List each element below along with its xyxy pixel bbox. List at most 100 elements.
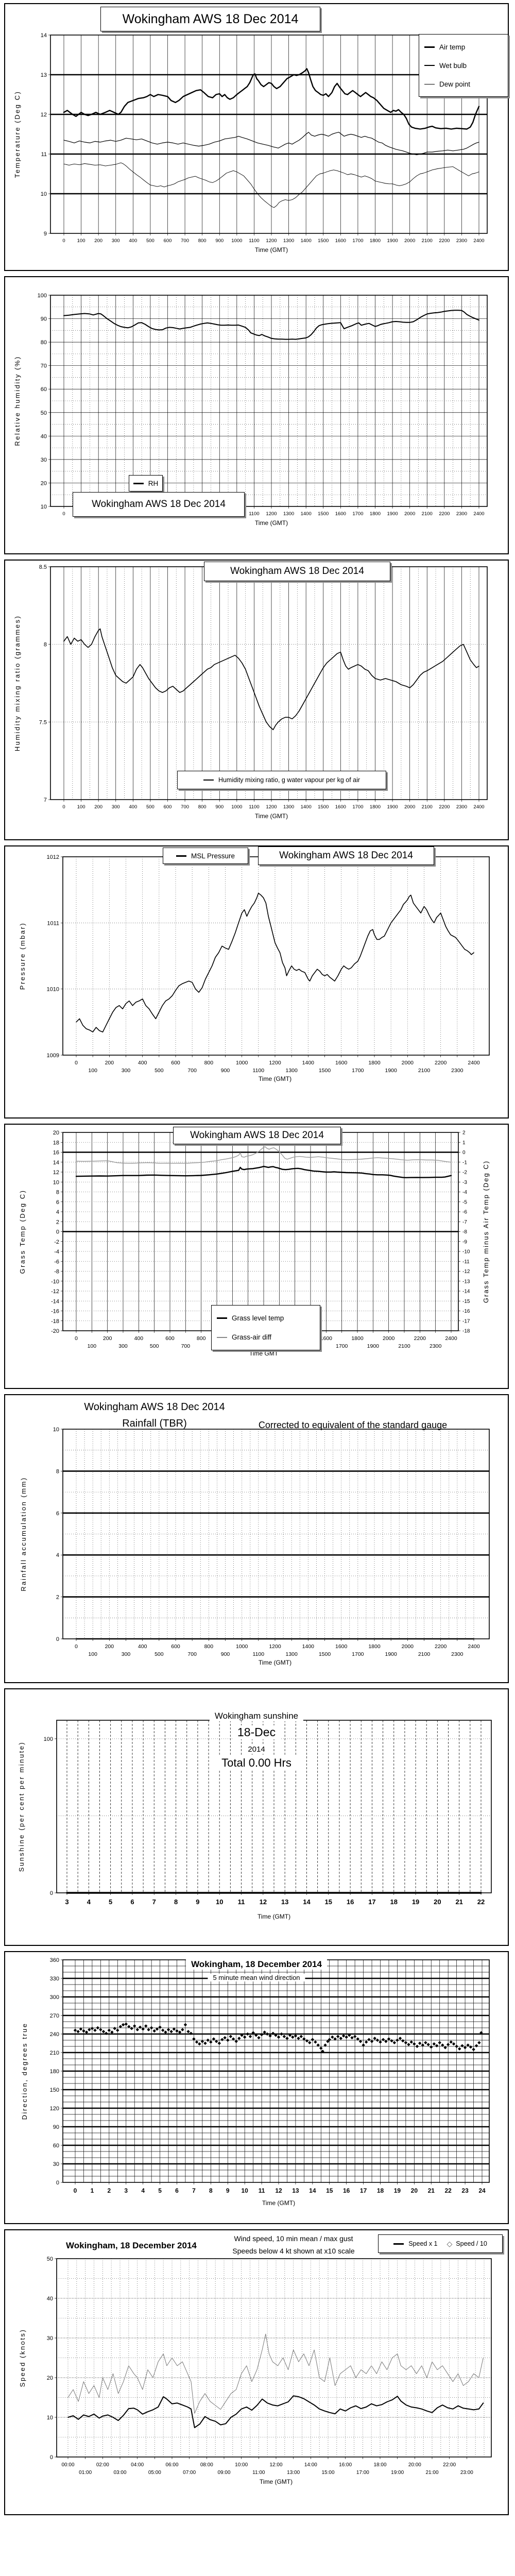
svg-text:300: 300 (112, 238, 120, 244)
svg-text:0: 0 (462, 1150, 466, 1156)
svg-text:-4: -4 (54, 1249, 59, 1255)
svg-text:1600: 1600 (335, 1060, 348, 1066)
svg-text:11:00: 11:00 (252, 2470, 265, 2476)
grass-temperature-chart: 0100200300400500600700800900100011001200… (4, 1124, 509, 1389)
svg-text:4: 4 (87, 1898, 91, 1906)
svg-text:-3: -3 (462, 1180, 467, 1185)
svg-text:80: 80 (41, 340, 47, 346)
svg-text:7: 7 (192, 2187, 196, 2194)
svg-text:300: 300 (122, 1651, 131, 1657)
svg-text:400: 400 (138, 1060, 147, 1066)
svg-text:1400: 1400 (301, 238, 312, 244)
svg-text:2200: 2200 (439, 238, 450, 244)
svg-text:Time (GMT): Time (GMT) (259, 1659, 291, 1666)
svg-text:2400: 2400 (473, 804, 484, 810)
svg-text:700: 700 (181, 1343, 191, 1349)
svg-text:-11: -11 (462, 1259, 470, 1265)
svg-text:1500: 1500 (318, 238, 329, 244)
svg-text:5: 5 (158, 2187, 162, 2194)
svg-text:0: 0 (75, 1643, 78, 1650)
svg-text:1600: 1600 (335, 804, 346, 810)
svg-text:1100: 1100 (253, 1651, 265, 1657)
svg-text:1300: 1300 (283, 238, 294, 244)
svg-text:17: 17 (360, 2187, 367, 2194)
wind-direction-plot-svg: 0 1 2 3 4 5 6 7 8 9 10 11 12 13 14 15 16 17 18 19 20 21 22 23 24… (21, 1957, 490, 2207)
svg-text:500: 500 (154, 1067, 164, 1074)
svg-text:120: 120 (50, 2106, 59, 2112)
svg-text:1700: 1700 (352, 1651, 364, 1657)
svg-text:100: 100 (88, 1067, 97, 1074)
svg-text:Time (GMT): Time (GMT) (262, 2199, 295, 2207)
svg-text:1200: 1200 (266, 804, 277, 810)
svg-text:1800: 1800 (370, 238, 381, 244)
svg-text:18: 18 (377, 2187, 384, 2194)
svg-text:6: 6 (56, 1511, 59, 1517)
chart-year: 2014 (243, 1745, 270, 1754)
svg-text:1010: 1010 (47, 987, 59, 993)
svg-text:800: 800 (197, 1335, 206, 1342)
svg-text:1300: 1300 (285, 1067, 298, 1074)
svg-text:10: 10 (241, 2187, 248, 2194)
svg-text:21: 21 (428, 2187, 435, 2194)
legend-item: Speed x 1 ◇ Speed / 10 (393, 2240, 487, 2248)
svg-text:Time (GMT): Time (GMT) (255, 812, 288, 820)
svg-text:-14: -14 (462, 1289, 470, 1295)
svg-text:2200: 2200 (439, 511, 450, 517)
svg-text:Humidity mixing ratio (grammes: Humidity mixing ratio (grammes) (13, 615, 21, 752)
svg-text:900: 900 (221, 1067, 230, 1074)
svg-text:2: 2 (56, 1595, 59, 1601)
svg-text:20: 20 (47, 2375, 53, 2381)
svg-text:9: 9 (44, 231, 47, 237)
chart-title: Wokingham sunshine (209, 1711, 304, 1721)
svg-text:270: 270 (50, 2013, 59, 2019)
svg-text:2000: 2000 (404, 511, 415, 517)
svg-text:200: 200 (105, 1643, 114, 1650)
svg-text:13: 13 (292, 2187, 299, 2194)
chart-title-box: Wokingham AWS 18 Dec 2014 (173, 1127, 341, 1144)
svg-text:19:00: 19:00 (391, 2470, 404, 2476)
svg-text:04:00: 04:00 (131, 2462, 144, 2468)
svg-text:300: 300 (122, 1067, 131, 1074)
svg-text:90: 90 (41, 316, 47, 323)
svg-text:16:00: 16:00 (339, 2462, 352, 2468)
svg-text:12: 12 (260, 1898, 267, 1906)
svg-text:0: 0 (74, 2187, 77, 2194)
svg-text:08:00: 08:00 (200, 2462, 213, 2468)
svg-text:10: 10 (41, 191, 47, 197)
svg-text:Sunshine (per cent per minute): Sunshine (per cent per minute) (18, 1741, 25, 1872)
svg-text:12: 12 (275, 2187, 282, 2194)
svg-text:18: 18 (53, 1140, 59, 1146)
grass-level-temp-line-sample (217, 1317, 227, 1319)
svg-text:500: 500 (150, 1343, 159, 1349)
svg-text:1500: 1500 (318, 804, 329, 810)
svg-text:0: 0 (56, 1636, 59, 1642)
svg-text:2100: 2100 (422, 511, 433, 517)
svg-text:1: 1 (91, 2187, 94, 2194)
svg-text:-6: -6 (462, 1210, 467, 1215)
svg-text:Rainfall accumulation (mm): Rainfall accumulation (mm) (20, 1477, 27, 1591)
svg-text:20: 20 (41, 480, 47, 486)
legend-item: Wet bulb (424, 62, 467, 70)
svg-text:2000: 2000 (402, 1060, 414, 1066)
svg-text:-12: -12 (51, 1289, 59, 1295)
svg-text:330: 330 (50, 1976, 59, 1982)
svg-text:1600: 1600 (335, 1643, 348, 1650)
svg-text:-6: -6 (54, 1259, 59, 1265)
svg-text:1000: 1000 (236, 1643, 248, 1650)
svg-text:7.5: 7.5 (39, 719, 47, 725)
svg-text:11: 11 (238, 1898, 245, 1906)
svg-text:200: 200 (103, 1335, 112, 1342)
diamond-icon: ◇ (447, 2239, 453, 2248)
svg-text:1300: 1300 (283, 804, 294, 810)
svg-text:1800: 1800 (368, 1643, 381, 1650)
svg-text:2300: 2300 (430, 1343, 442, 1349)
legend-item: MSL Pressure (176, 852, 235, 860)
svg-text:2100: 2100 (418, 1651, 431, 1657)
svg-text:2100: 2100 (398, 1343, 410, 1349)
svg-text:14: 14 (41, 32, 47, 39)
svg-text:2000: 2000 (383, 1335, 395, 1342)
chart-title: Wokingham AWS 18 Dec 2014 (230, 566, 364, 577)
svg-text:2300: 2300 (451, 1067, 464, 1074)
svg-text:1800: 1800 (368, 1060, 381, 1066)
svg-text:0: 0 (50, 2454, 53, 2461)
